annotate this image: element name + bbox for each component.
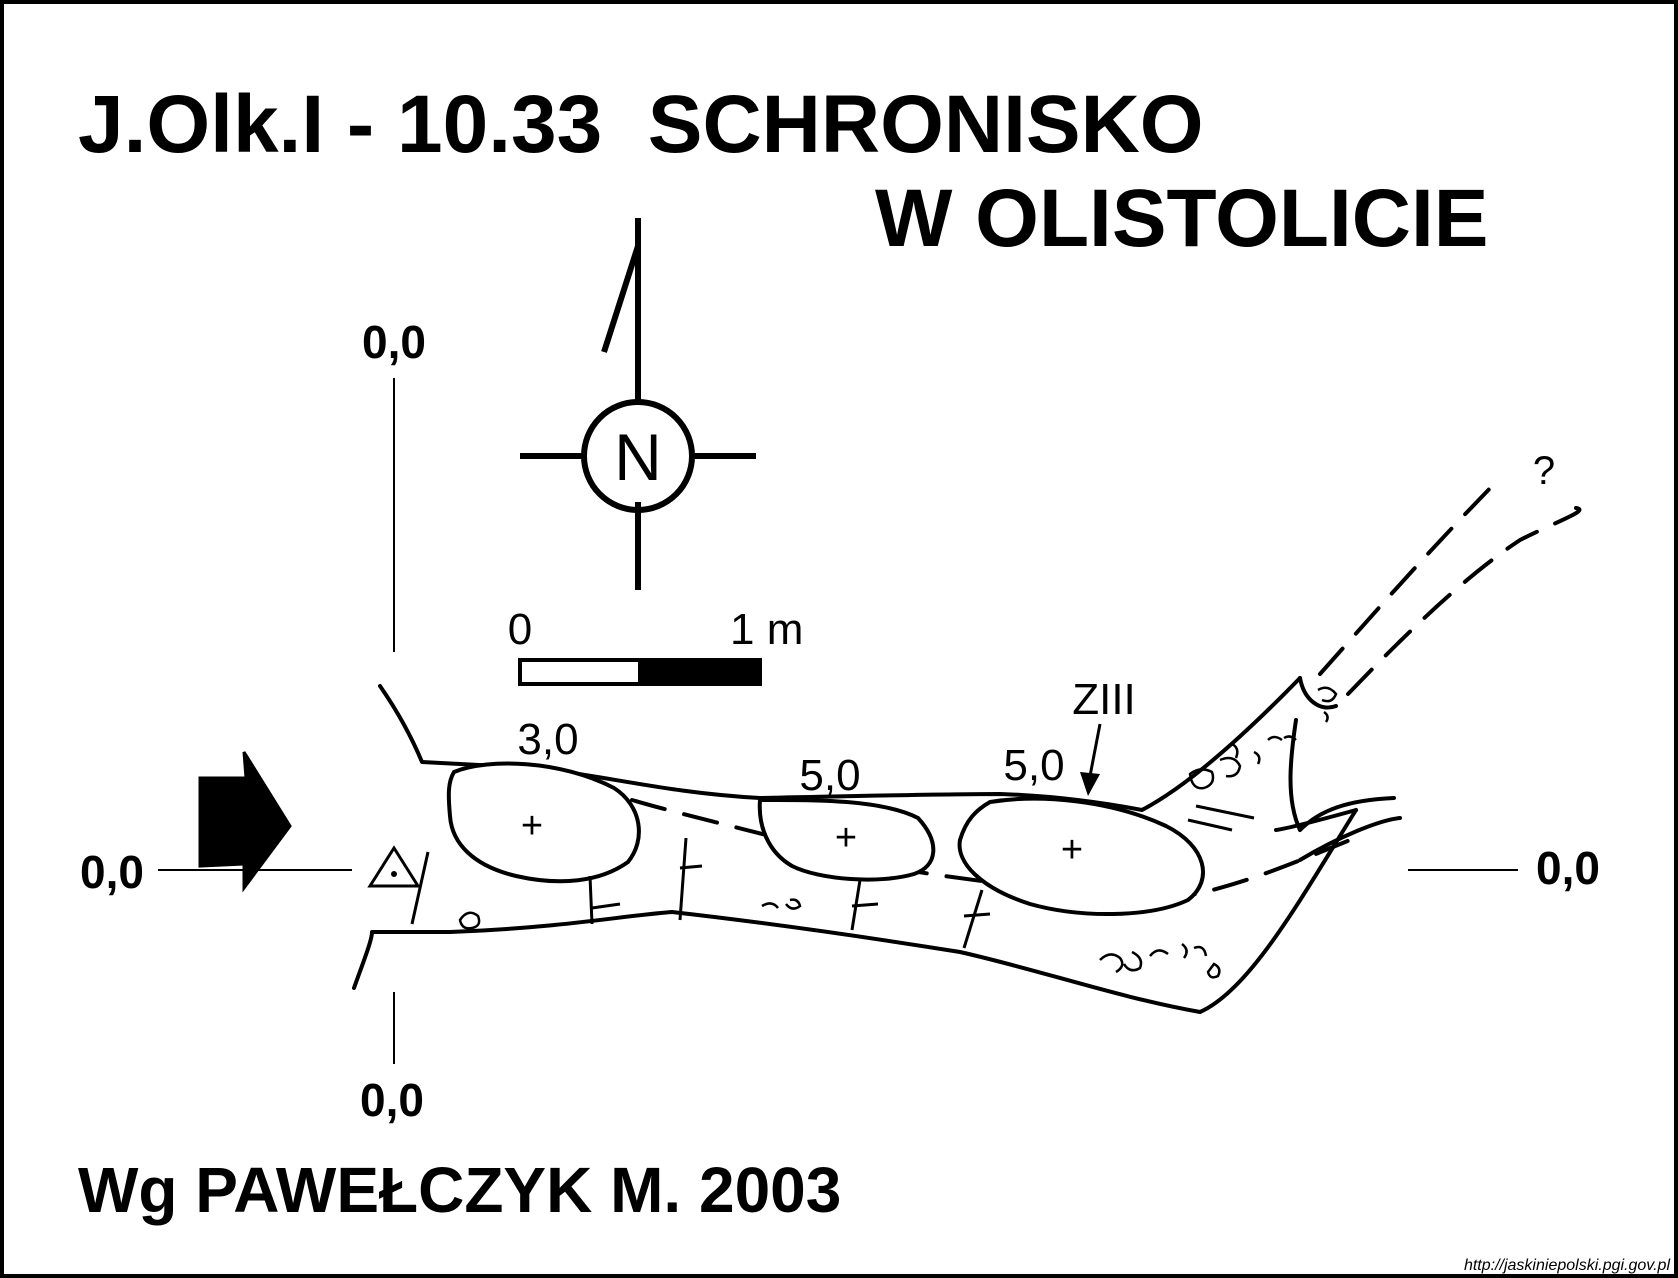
room-marker-1: + (521, 805, 543, 847)
author-credit: Wg PAWEŁCZYK M. 2003 (78, 1154, 841, 1226)
scale-bar-start-label: 0 (508, 605, 532, 654)
unknown-passage-label: ? (1533, 449, 1555, 493)
compass-north-label: N (614, 420, 662, 494)
axis-label-bottom: 0,0 (360, 1074, 424, 1126)
zone-label: ZIII (1072, 675, 1136, 724)
zone-pointer-arrow-icon (1080, 723, 1102, 796)
entrance-arrow-icon (198, 751, 292, 893)
scale-bar-end-label: 1 m (730, 605, 803, 654)
source-credit: http://jaskiniepolski.pgi.gov.pl (1464, 1257, 1670, 1274)
axis-label-left: 0,0 (80, 846, 144, 898)
axis-label-top: 0,0 (362, 316, 426, 368)
map-title-line-2: W OLISTOLICIE (875, 173, 1488, 264)
room-marker-3: + (1061, 829, 1083, 871)
passage-tick-lines (410, 804, 1255, 949)
rock-blocks (446, 761, 1205, 917)
survey-station-icon (367, 845, 421, 888)
axis-label-right: 0,0 (1536, 842, 1600, 894)
height-label-1: 3,0 (517, 715, 578, 764)
rubble-markings (458, 686, 1338, 979)
height-label-2: 5,0 (799, 751, 860, 800)
north-compass-icon (520, 218, 756, 590)
room-marker-2: + (835, 817, 857, 859)
height-label-3: 5,0 (1003, 741, 1064, 790)
scale-bar (518, 658, 762, 686)
map-title-line-1: J.Olk.I - 10.33 SCHRONISKO (78, 79, 1204, 170)
